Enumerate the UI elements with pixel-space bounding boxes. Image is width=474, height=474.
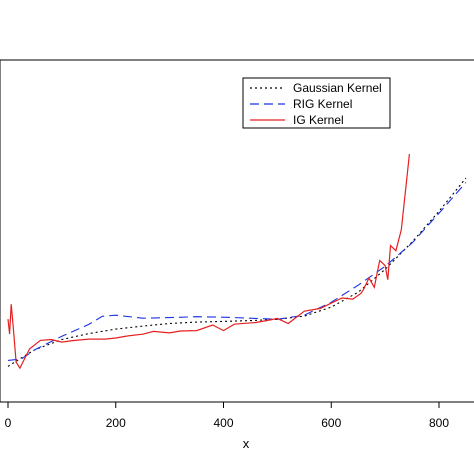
legend-label: IG Kernel xyxy=(293,113,344,127)
x-axis: 0 200 400 600 800 xyxy=(5,402,449,430)
series-line-gaussian-kernel xyxy=(7,177,467,367)
plot-frame xyxy=(0,59,474,403)
x-tick-label: 200 xyxy=(106,416,126,430)
legend-box xyxy=(242,77,391,129)
series-layer xyxy=(7,153,467,370)
legend: Gaussian Kernel RIG Kernel IG Kernel xyxy=(242,77,391,129)
x-axis-title: x xyxy=(243,436,250,451)
series-line-rig-kernel xyxy=(7,182,467,361)
x-tick-label: 0 xyxy=(5,416,12,430)
x-tick-label: 800 xyxy=(429,416,449,430)
legend-label: RIG Kernel xyxy=(293,97,352,111)
x-tick-label: 600 xyxy=(321,416,341,430)
series-line-ig-kernel xyxy=(7,153,410,370)
x-tick-label: 400 xyxy=(213,416,233,430)
legend-label: Gaussian Kernel xyxy=(293,81,382,95)
